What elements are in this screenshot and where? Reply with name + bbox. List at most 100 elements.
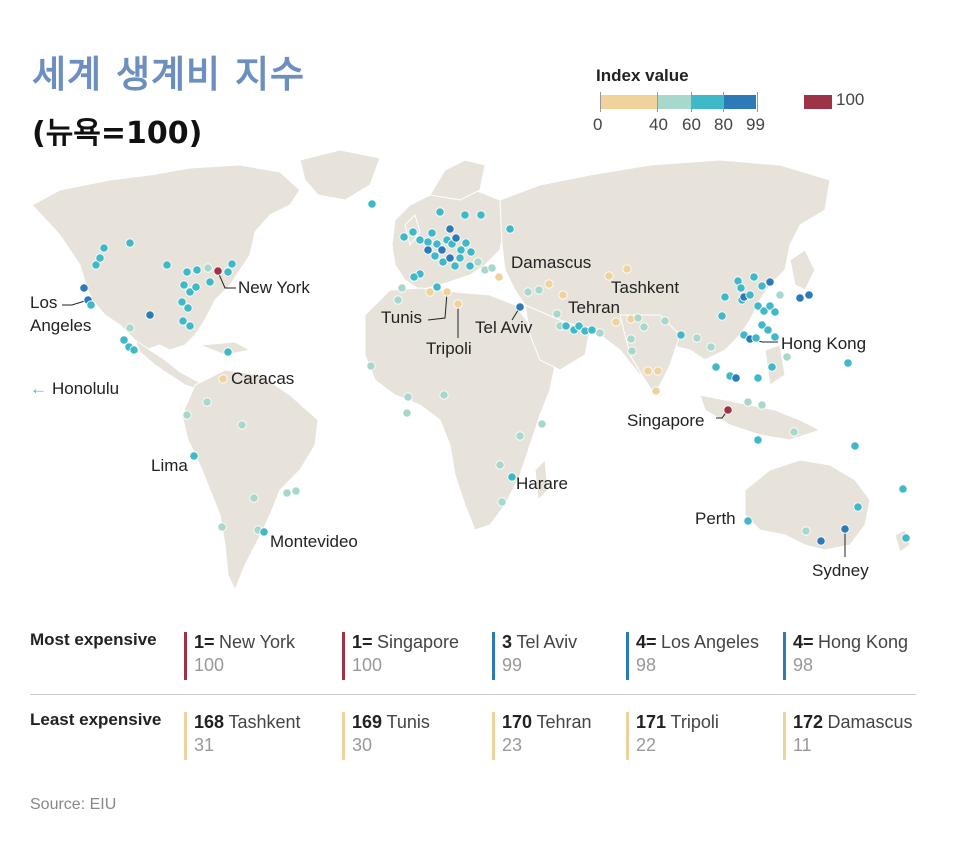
landmass-greenland (299, 149, 381, 201)
city-dot (660, 316, 670, 326)
most-expensive-item: 4= Los Angeles 98 (626, 632, 759, 680)
city-dot (743, 516, 753, 526)
city-dot (558, 290, 568, 300)
city-dot (455, 253, 465, 263)
city-dot (753, 373, 763, 383)
city-dot (465, 261, 475, 271)
city-dot (445, 224, 455, 234)
city-dot (795, 293, 805, 303)
leader-line-tunis (427, 292, 448, 321)
city-dot (639, 322, 649, 332)
label-damascus: Damascus (511, 253, 591, 272)
legend-title: Index value (596, 66, 689, 85)
legend-tick (657, 92, 658, 112)
city-dot (162, 260, 172, 270)
landmass-scandinavia (429, 159, 486, 201)
city-dot (432, 239, 442, 249)
legend-tick-label: 80 (714, 115, 733, 134)
city-dot (393, 295, 403, 305)
city-dot (423, 237, 433, 247)
city-dot (460, 210, 470, 220)
index-value: 30 (352, 735, 373, 755)
rank: 168 (194, 712, 225, 732)
city-dot (816, 536, 826, 546)
city-dot (757, 320, 767, 330)
city-dot (192, 265, 202, 275)
city-dot (751, 333, 761, 343)
city-dot (259, 527, 269, 537)
label-hong-kong: Hong Kong (781, 334, 866, 353)
rank: 169 (352, 712, 383, 732)
most-expensive-item: 3 Tel Aviv 99 (492, 632, 577, 680)
city-dot (177, 297, 187, 307)
least-expensive-item: 169 Tunis 30 (342, 712, 430, 760)
city-dot (227, 259, 237, 269)
label-honolulu-arrow: ← (30, 379, 47, 398)
city-dot (423, 245, 433, 255)
rank: 172 (793, 712, 824, 732)
legend-tick-label: 60 (682, 115, 701, 134)
table-divider (30, 694, 916, 695)
city-dot (753, 435, 763, 445)
city-dot (622, 264, 632, 274)
least-expensive-item: 171 Tripoli 22 (626, 712, 719, 760)
city-dot (731, 373, 741, 383)
landmass-caribbean (199, 341, 252, 356)
city-name: Singapore (376, 632, 460, 652)
rank: 4= (793, 632, 814, 652)
index-value: 98 (793, 655, 814, 675)
legend-band-60-80 (692, 95, 723, 109)
least-expensive-item: 168 Tashkent 31 (184, 712, 301, 760)
city-dot (770, 307, 780, 317)
city-dot (183, 303, 193, 313)
label-caracas: Caracas (231, 369, 294, 388)
city-dot (745, 290, 755, 300)
city-dot (749, 272, 759, 282)
city-dot (720, 292, 730, 302)
city-dot (653, 366, 663, 376)
rankings-tables: Most expensive 1= New York 100 1= Singap… (30, 626, 916, 786)
label-tehran: Tehran (568, 298, 620, 317)
city-dot (770, 332, 780, 342)
city-dot (95, 253, 105, 263)
city-dot (213, 266, 223, 276)
index-value: 31 (194, 735, 215, 755)
city-dot (399, 232, 409, 242)
legend-tick-label: 40 (649, 115, 668, 134)
city-dot (595, 328, 605, 338)
city-dot (759, 306, 769, 316)
city-dot (765, 301, 775, 311)
index-value: 98 (636, 655, 657, 675)
city-dot (237, 420, 247, 430)
label-tel-aviv: Tel Aviv (475, 318, 533, 337)
city-name: New York (218, 632, 296, 652)
legend-max-label: 100 (836, 90, 865, 109)
city-name: Tehran (536, 712, 592, 732)
city-dot (765, 277, 775, 287)
city-name: Tel Aviv (516, 632, 578, 652)
city-dot (202, 397, 212, 407)
city-name: Damascus (827, 712, 913, 732)
city-dot (438, 257, 448, 267)
city-dot (203, 263, 213, 273)
city-dot (843, 358, 853, 368)
city-dot (185, 287, 195, 297)
city-dot (450, 261, 460, 271)
city-dot (515, 431, 525, 441)
city-dot (223, 347, 233, 357)
city-dot (804, 290, 814, 300)
city-dot (717, 311, 727, 321)
city-dot (291, 486, 301, 496)
rank: 170 (502, 712, 533, 732)
source-note: Source: EIU (30, 796, 117, 813)
city-dot (643, 366, 653, 376)
legend-tick (757, 92, 758, 112)
city-dot (898, 484, 908, 494)
city-dot (723, 405, 733, 415)
city-dot (497, 497, 507, 507)
city-dot (782, 352, 792, 362)
city-dot (692, 333, 702, 343)
city-dot (711, 362, 721, 372)
label-sydney: Sydney (812, 561, 869, 580)
city-name: Tunis (386, 712, 430, 732)
